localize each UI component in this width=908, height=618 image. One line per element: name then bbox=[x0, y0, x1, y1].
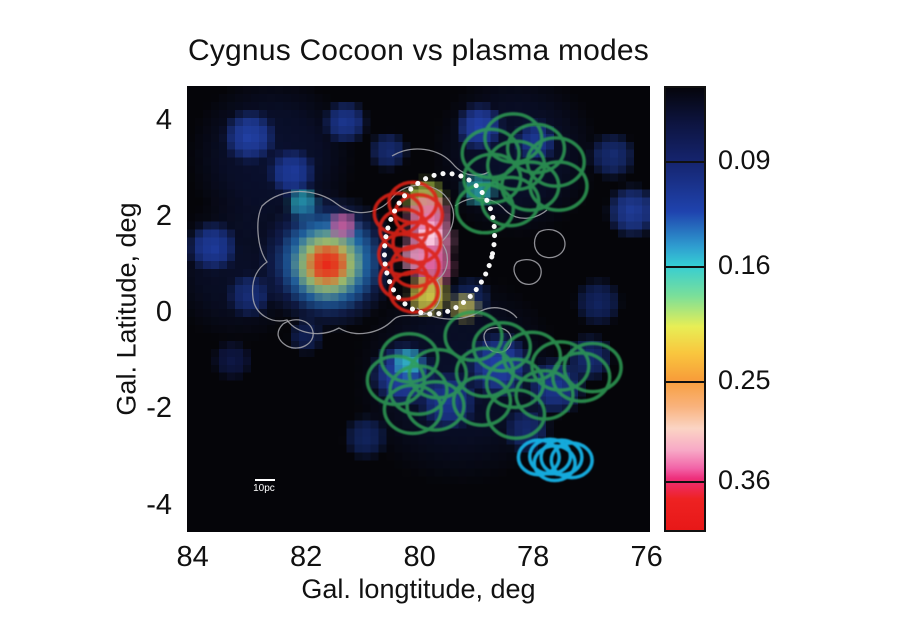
cocoon-mode-circles-red bbox=[372, 180, 445, 314]
mode-circle bbox=[443, 310, 504, 363]
mode-circle bbox=[471, 320, 533, 373]
x-axis-label: Gal. longtitude, deg bbox=[301, 574, 536, 604]
mode-circle bbox=[532, 444, 577, 483]
mode-circle bbox=[389, 244, 441, 289]
scale-bar-label: 10pc bbox=[253, 483, 275, 495]
y-tick-label: -4 bbox=[146, 488, 172, 521]
overlay-svg bbox=[251, 112, 623, 483]
plot-area: 10pc bbox=[187, 86, 650, 532]
mode-circle bbox=[382, 383, 443, 436]
contour-line bbox=[533, 229, 566, 259]
x-tick-label: 76 bbox=[630, 541, 663, 573]
contour-line bbox=[454, 197, 548, 219]
y-tick-label: 4 bbox=[155, 103, 172, 136]
mode-circle bbox=[551, 351, 612, 403]
y-tick-label: 0 bbox=[155, 296, 172, 329]
y-tick-label: -2 bbox=[146, 392, 172, 425]
mode-circle bbox=[562, 341, 623, 394]
mode-circle bbox=[484, 357, 546, 410]
colorbar bbox=[664, 86, 706, 532]
mode-circle bbox=[378, 257, 430, 302]
south-mode-circles-green bbox=[365, 310, 623, 440]
x-tick-label: 80 bbox=[403, 541, 436, 573]
colorbar-tick-label: 0.36 bbox=[718, 464, 771, 495]
mode-circle bbox=[527, 437, 573, 476]
colorbar-gradient bbox=[666, 88, 704, 530]
mode-circle bbox=[454, 182, 516, 235]
colorbar-tick-label: 0.25 bbox=[718, 364, 771, 395]
x-tick-label: 82 bbox=[290, 541, 323, 573]
colorbar-tick-label: 0.09 bbox=[718, 145, 771, 176]
mode-circle bbox=[485, 388, 547, 440]
mode-circle bbox=[392, 192, 445, 237]
figure-title: Cygnus Cocoon vs plasma modes bbox=[187, 34, 649, 67]
mode-circle bbox=[500, 160, 561, 212]
colorbar-tick-line bbox=[666, 480, 704, 483]
mode-circle bbox=[549, 441, 594, 480]
mode-circle bbox=[501, 330, 563, 383]
x-tick-label: 84 bbox=[176, 541, 209, 573]
mode-circle bbox=[388, 269, 440, 314]
colorbar-tick-line bbox=[666, 380, 704, 383]
mode-circle bbox=[388, 364, 449, 416]
mode-circle bbox=[480, 175, 541, 228]
mode-circle bbox=[451, 375, 513, 427]
north-mode-circles-green bbox=[454, 112, 589, 235]
cocoon-dotted-ellipse bbox=[381, 170, 498, 317]
contour-line bbox=[277, 319, 314, 349]
colorbar-tick-line bbox=[666, 265, 704, 268]
southeast-mode-circles-cyan bbox=[516, 437, 594, 483]
y-tick-label: 2 bbox=[155, 199, 172, 232]
mode-circle bbox=[454, 346, 516, 399]
contour-line bbox=[513, 259, 542, 285]
mode-circle bbox=[405, 380, 466, 432]
colorbar-tick-line bbox=[666, 161, 704, 164]
scale-bar bbox=[255, 479, 275, 482]
x-tick-label: 78 bbox=[516, 541, 550, 573]
colorbar-tick-label: 0.16 bbox=[718, 249, 771, 280]
